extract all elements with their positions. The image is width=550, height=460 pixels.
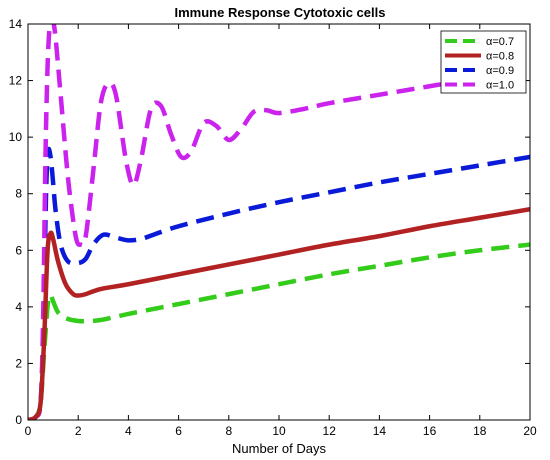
y-tick-label: 10 [9,130,23,144]
y-tick-label: 2 [15,356,22,370]
y-tick-label: 6 [15,243,22,257]
x-tick-label: 4 [125,424,132,438]
x-tick-label: 6 [175,424,182,438]
series-layer [28,24,530,420]
x-tick-label: 12 [323,424,337,438]
x-axis: 0 2 4 6 8 10 12 14 16 18 20 [25,24,537,438]
x-tick-label: 2 [75,424,82,438]
x-tick-label: 0 [25,424,32,438]
series-line-1 [28,207,530,420]
y-tick-label: 8 [15,187,22,201]
x-tick-label: 20 [523,424,537,438]
legend-label: α=1.0 [486,80,514,92]
y-tick-label: 12 [9,74,23,88]
x-tick-label: 14 [373,424,387,438]
legend-label: α=0.9 [486,65,514,77]
x-tick-label: 16 [423,424,437,438]
x-tick-label: 10 [272,424,286,438]
y-tick-label: 4 [15,300,22,314]
y-tick-label: 14 [9,17,23,31]
x-axis-title: Number of Days [232,441,326,456]
chart-title: Immune Response Cytotoxic cells [175,5,386,20]
y-tick-label: 0 [15,413,22,427]
series-line-3 [28,24,530,420]
legend-label: α=0.8 [486,51,514,63]
x-tick-label: 18 [473,424,487,438]
y-axis: 0 2 4 6 8 10 12 14 [9,17,530,427]
legend: α=0.7 α=0.8 α=0.9 α=1.0 [440,30,527,94]
x-tick-label: 8 [225,424,232,438]
legend-label: α=0.7 [486,36,514,48]
